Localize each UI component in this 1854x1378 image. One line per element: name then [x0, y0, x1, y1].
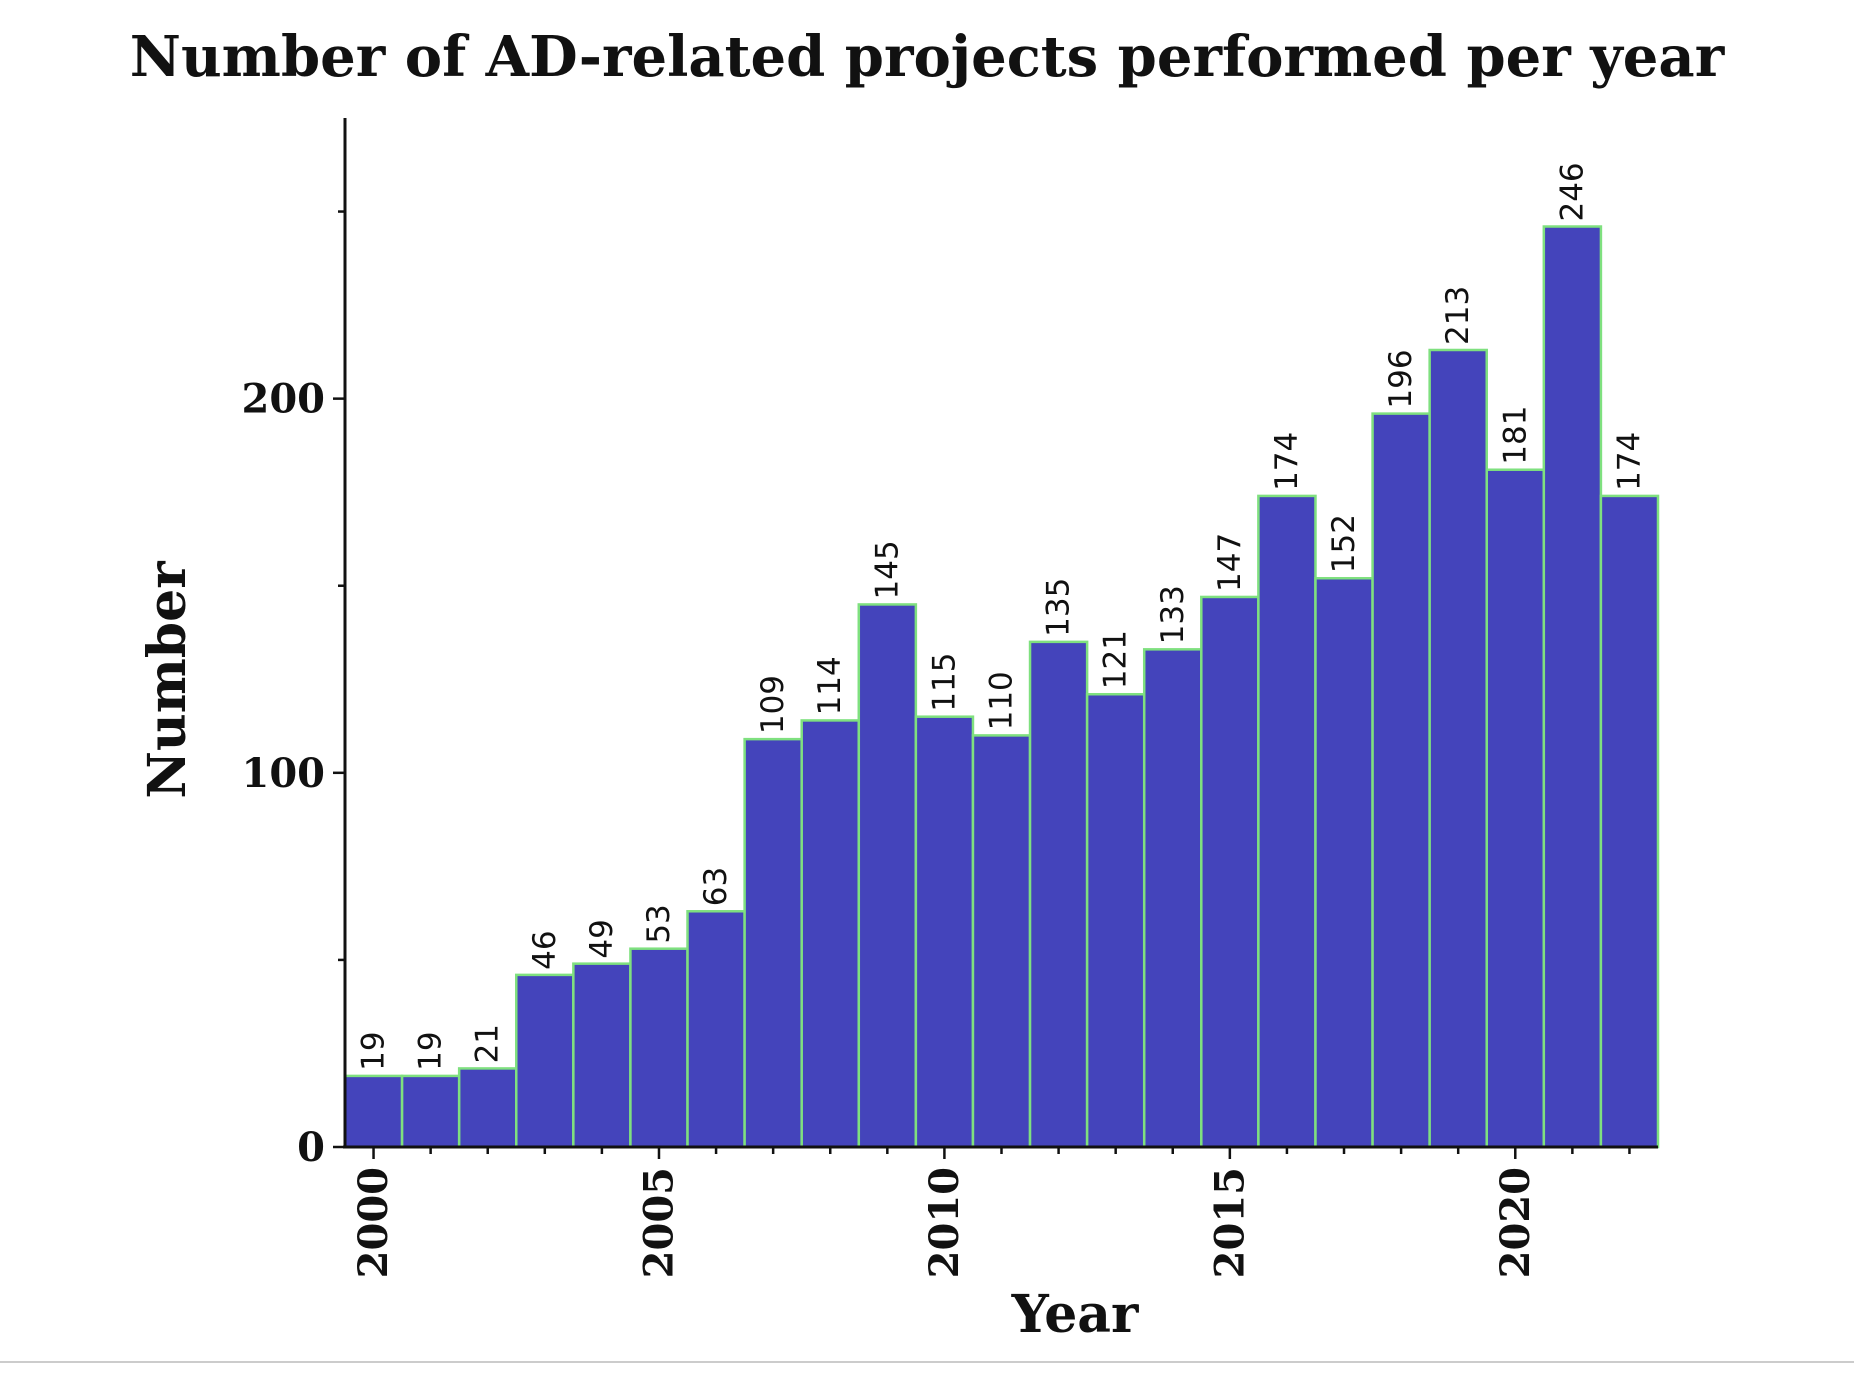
bar-2000: [343, 1074, 404, 1149]
bar-value-label-2019: 213: [1440, 286, 1476, 345]
bar-2011: [971, 734, 1032, 1149]
bar-2001: [400, 1074, 461, 1149]
bar-value-label-2022: 174: [1611, 432, 1647, 491]
x-tick-label-2005: 2005: [635, 1167, 682, 1278]
bar-value-label-2001: 19: [413, 1031, 449, 1070]
bar-value-label-2011: 110: [984, 671, 1020, 730]
bar-value-label-2018: 196: [1383, 349, 1419, 408]
bar-2020: [1485, 468, 1546, 1149]
bar-value-label-2014: 133: [1155, 585, 1191, 644]
bar-2002: [457, 1067, 518, 1149]
y-tick-label-100: 100: [242, 750, 326, 797]
bar-2012: [1028, 640, 1089, 1149]
bar-value-label-2009: 145: [869, 540, 905, 599]
bars-group: [343, 225, 1660, 1149]
bar-value-label-2006: 63: [698, 867, 734, 906]
bar-2022: [1599, 494, 1660, 1149]
bar-value-label-2008: 114: [812, 656, 848, 715]
chart-title: Number of AD-related projects performed …: [130, 24, 1726, 90]
x-tick-label-2020: 2020: [1492, 1167, 1539, 1278]
bar-2007: [743, 737, 803, 1149]
bar-value-label-2015: 147: [1212, 533, 1248, 592]
x-axis-title: Year: [1011, 1284, 1139, 1345]
bar-value-label-2005: 53: [641, 904, 677, 943]
bar-value-label-2002: 21: [470, 1024, 506, 1063]
bar-2009: [857, 603, 918, 1149]
bar-2003: [515, 973, 575, 1149]
bar-2004: [572, 962, 632, 1149]
bar-labels-group: 19 19 21 46 49 53 63 109 114 145 115 110 135 121 133 14…: [356, 162, 1648, 1071]
y-axis-ticks: 0 100 200: [242, 210, 345, 1171]
bar-value-label-2007: 109: [755, 675, 791, 734]
bar-2018: [1371, 412, 1431, 1149]
bar-2010: [914, 715, 975, 1149]
bar-value-label-2012: 135: [1041, 578, 1077, 637]
y-tick-label-200: 200: [242, 376, 326, 423]
bar-value-label-2010: 115: [926, 653, 962, 712]
x-axis-ticks: 2000 2005 2010 2015 2020: [350, 1147, 1631, 1278]
x-tick-label-2000: 2000: [350, 1167, 397, 1278]
bar-2021: [1542, 225, 1603, 1149]
bar-value-label-2000: 19: [356, 1031, 392, 1070]
y-tick-label-0: 0: [297, 1124, 325, 1171]
bar-value-label-2016: 174: [1269, 432, 1305, 491]
bar-2017: [1314, 576, 1374, 1149]
bar-value-label-2004: 49: [584, 919, 620, 958]
bar-2008: [800, 719, 861, 1149]
bar-2013: [1085, 692, 1146, 1149]
bar-2005: [629, 947, 689, 1149]
bar-value-label-2003: 46: [527, 930, 563, 969]
y-axis-title: Number: [137, 561, 198, 799]
bar-value-label-2017: 152: [1326, 514, 1362, 573]
bar-2014: [1142, 648, 1203, 1149]
bar-2015: [1200, 595, 1260, 1149]
x-tick-label-2015: 2015: [1206, 1167, 1253, 1278]
bar-2019: [1428, 348, 1488, 1149]
bar-value-label-2021: 246: [1554, 162, 1590, 221]
bar-value-label-2020: 181: [1497, 406, 1533, 465]
x-tick-label-2010: 2010: [921, 1167, 968, 1278]
bar-2006: [686, 910, 746, 1149]
bar-value-label-2013: 121: [1098, 630, 1134, 689]
bar-2016: [1257, 494, 1317, 1149]
